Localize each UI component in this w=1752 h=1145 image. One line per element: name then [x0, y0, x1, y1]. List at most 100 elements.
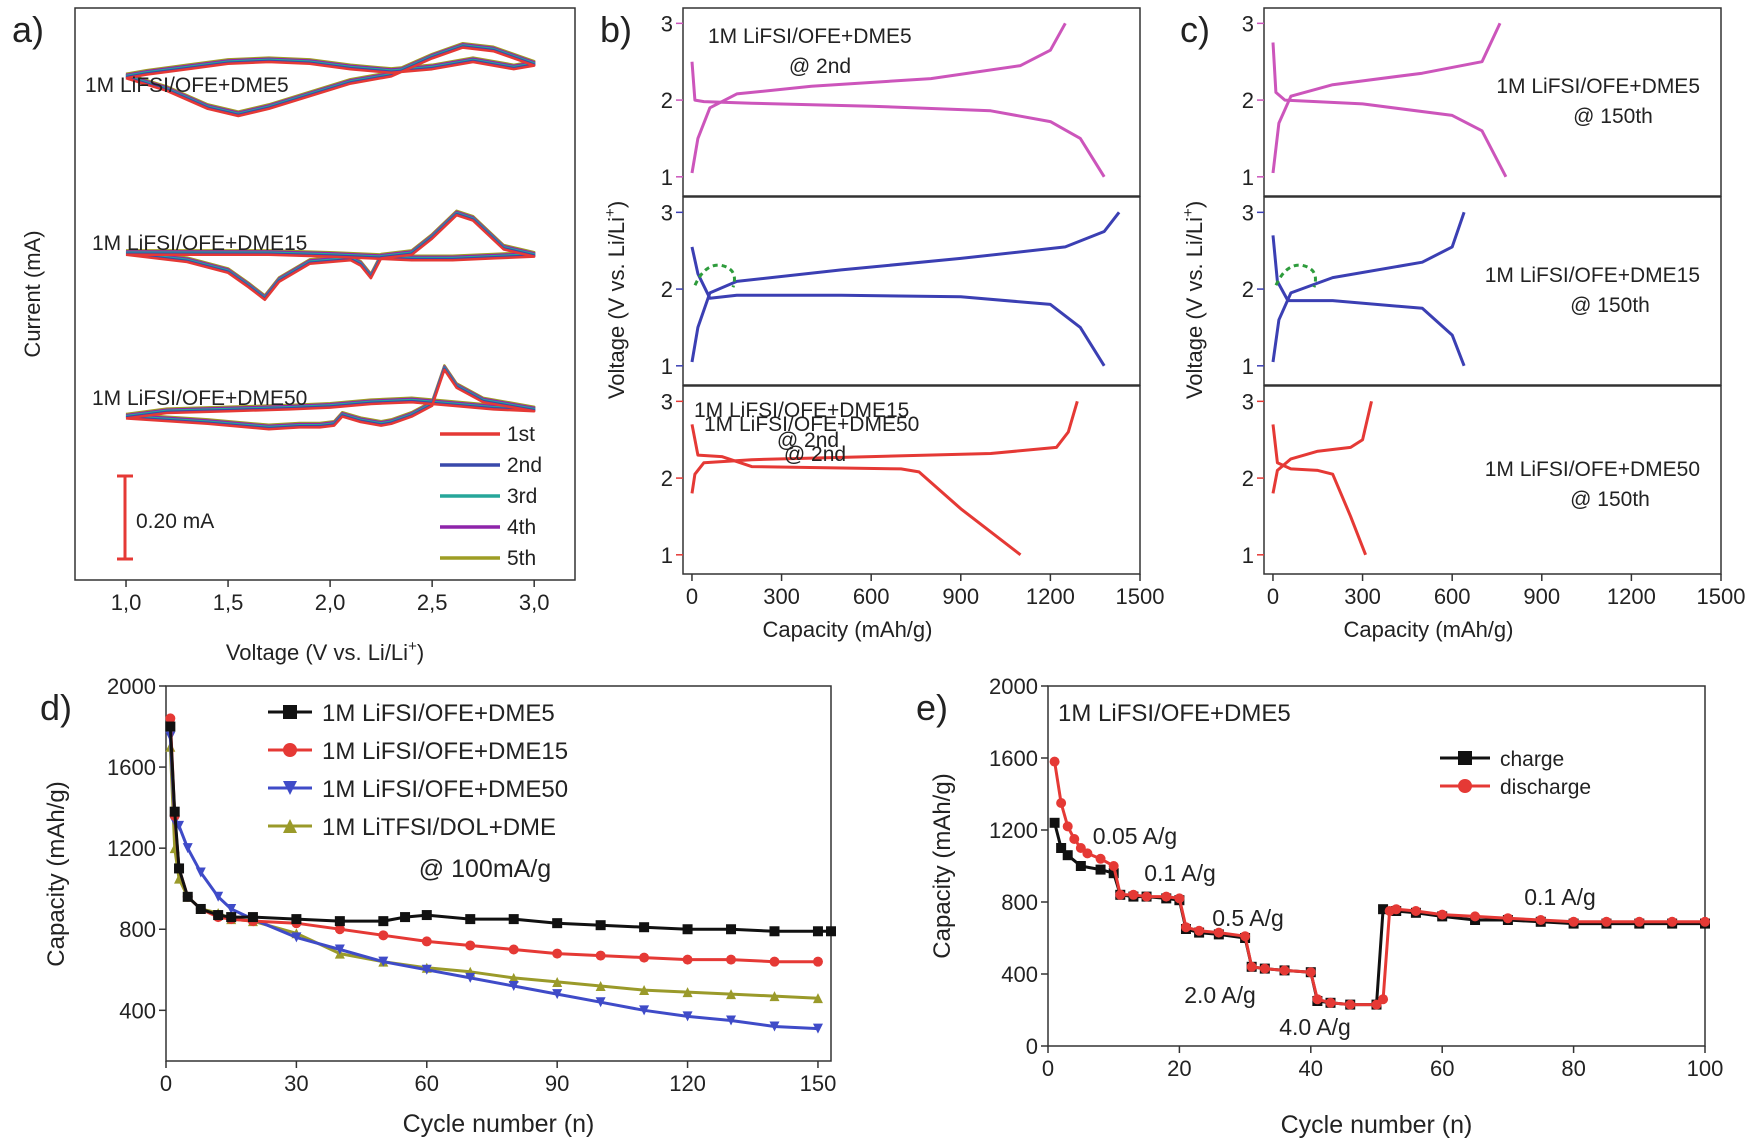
x-tick-label-a: 1,5 [213, 590, 244, 615]
panel-c-subplot-1 [1263, 7, 1722, 197]
rate-label: 0.1 A/g [1144, 860, 1216, 886]
y-tick-label-c: 3 [1242, 200, 1254, 225]
y-tick-label-e: 400 [1001, 962, 1038, 987]
legend-label-4th: 4th [507, 516, 536, 539]
series-1-point [595, 920, 606, 931]
x-tick-label-e: 60 [1430, 1056, 1454, 1081]
series-4-point [639, 985, 650, 996]
subplot-cycle-1: @ 150th [1573, 105, 1653, 128]
series-1-point [213, 910, 224, 921]
x-tick-label-d: 150 [800, 1071, 837, 1096]
dip-highlight [1274, 263, 1317, 288]
x-tick-label-c: 1500 [1697, 584, 1746, 609]
charge-curve-3 [1271, 400, 1373, 494]
legend-label-3rd: 3rd [507, 485, 537, 508]
series-1-point [378, 916, 389, 927]
series-4-point [552, 976, 563, 987]
discharge-point [1568, 916, 1579, 927]
panel-e-title: 1M LiFSI/OFE+DME5 [1058, 700, 1291, 727]
discharge-point [1700, 916, 1710, 927]
series-1-point [552, 918, 563, 929]
series-3-point [639, 1005, 650, 1016]
y-tick-label-b: 2 [661, 88, 673, 113]
discharge-point [1601, 916, 1612, 927]
x-tick-label-d: 30 [284, 1071, 308, 1096]
y-tick-label-d: 400 [119, 998, 156, 1023]
y-tick-label-c: 1 [1242, 354, 1254, 379]
panel-d-letter: d) [40, 687, 72, 728]
y-tick-label-c: 2 [1242, 277, 1254, 302]
subplot-label-2: 1M LiFSI/OFE+DME15 [694, 399, 909, 422]
series-1-point [174, 863, 185, 874]
subplot-label-3: 1M LiFSI/OFE+DME50 [704, 413, 919, 436]
subplot-label-1: 1M LiFSI/OFE+DME5 [1496, 75, 1700, 98]
charge-point [1095, 864, 1106, 875]
series-3-point [508, 981, 519, 991]
discharge-point [1535, 915, 1546, 925]
legend-label-4: 1M LiTFSI/DOL+DME [322, 814, 556, 841]
series-3-point [195, 867, 206, 878]
scale-bar-label: 0.20 mA [136, 510, 214, 533]
rate-label: 2.0 A/g [1184, 982, 1256, 1008]
x-tick-label-e: 0 [1042, 1056, 1054, 1081]
discharge-point [1325, 997, 1336, 1008]
panel-c-ylabel: Voltage (V vs. Li/Li+) [1180, 201, 1207, 399]
y-tick-label-b: 3 [661, 11, 673, 36]
series-3-point [552, 989, 563, 1000]
panel-e-letter: e) [916, 687, 948, 728]
series-4-point [682, 987, 693, 998]
panel-c-xlabel: Capacity (mAh/g) [1344, 617, 1514, 642]
series-3-point [595, 997, 606, 1008]
series-4-point [595, 981, 606, 991]
discharge-curve-1 [1271, 42, 1508, 178]
rate-label: 4.0 A/g [1279, 1014, 1351, 1040]
panel-b-letter: b) [600, 9, 632, 50]
discharge-curve-3 [1271, 424, 1367, 556]
y-tick-label-e: 1200 [989, 818, 1038, 843]
series-3-point [334, 944, 345, 955]
series-1-point [226, 912, 237, 923]
series-3-point [213, 891, 224, 902]
y-tick-label-c: 3 [1242, 389, 1254, 414]
y-tick-label-b: 1 [661, 543, 673, 568]
series-2-point [378, 930, 389, 941]
charge-point [1062, 850, 1073, 861]
subplot-cycle-2: @ 150th [1570, 294, 1650, 317]
series-1-point [726, 924, 737, 935]
x-tick-label-a: 2,0 [315, 590, 346, 615]
discharge-point [1502, 913, 1513, 924]
series-2-point [165, 713, 176, 724]
discharge-point [1161, 891, 1172, 902]
series-1-point [826, 926, 836, 937]
discharge-curve-2 [690, 246, 1106, 367]
discharge-point [1062, 821, 1073, 832]
discharge-point [1391, 904, 1402, 915]
discharge-point [1069, 834, 1080, 844]
series-1-point [639, 922, 650, 933]
subplot-cycle-1: @ 2nd [789, 55, 851, 78]
y-tick-label-c: 3 [1242, 11, 1254, 36]
legend-marker-charge [1458, 751, 1472, 765]
cv-curve-3-cycle-1 [125, 368, 536, 431]
series-2-point [421, 936, 432, 947]
panel-d-ylabel: Capacity (mAh/g) [43, 781, 70, 966]
y-tick-label-e: 0 [1026, 1034, 1038, 1059]
legend-label-discharge: discharge [1500, 776, 1591, 799]
legend-marker-discharge [1458, 779, 1472, 793]
panel-e-ylabel: Capacity (mAh/g) [929, 773, 956, 958]
subplot-label-2: 1M LiFSI/OFE+DME15 [1485, 264, 1700, 287]
y-tick-label-e: 2000 [989, 674, 1038, 699]
discharge-point [1312, 994, 1323, 1005]
series-2-point [726, 954, 737, 965]
x-tick-label-b: 600 [853, 584, 890, 609]
x-tick-label-d: 90 [545, 1071, 569, 1096]
discharge-point [1470, 911, 1481, 922]
legend-label-1st: 1st [507, 423, 535, 446]
panel-a-xlabel: Voltage (V vs. Li/Li+) [226, 638, 424, 665]
y-tick-label-c: 1 [1242, 165, 1254, 190]
discharge-point [1056, 798, 1067, 808]
discharge-point [1108, 861, 1119, 871]
y-tick-label-b: 2 [661, 466, 673, 491]
series-4-point [812, 993, 823, 1004]
